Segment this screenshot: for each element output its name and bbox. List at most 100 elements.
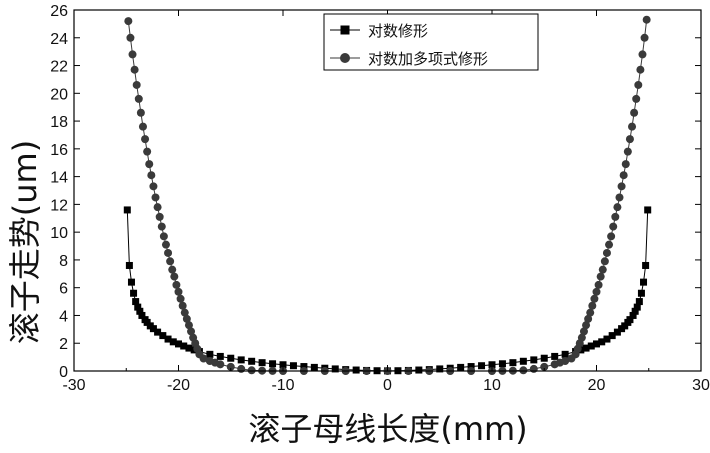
data-point bbox=[141, 135, 149, 143]
data-point bbox=[611, 213, 619, 221]
data-point bbox=[478, 362, 485, 369]
data-point bbox=[290, 362, 297, 369]
x-axis-title: 滚子母线长度(mm) bbox=[248, 410, 527, 448]
data-point bbox=[638, 290, 645, 297]
data-point bbox=[168, 266, 176, 274]
data-point bbox=[353, 367, 360, 374]
data-point bbox=[227, 355, 234, 362]
data-point bbox=[124, 206, 131, 213]
data-point bbox=[147, 171, 155, 179]
data-point bbox=[620, 171, 628, 179]
y-tick-label: 16 bbox=[50, 142, 68, 159]
data-point bbox=[137, 109, 145, 117]
x-tick-label: 30 bbox=[692, 377, 710, 394]
data-point bbox=[216, 360, 224, 368]
data-point bbox=[603, 249, 611, 257]
data-point bbox=[562, 351, 569, 358]
data-point bbox=[139, 123, 147, 131]
y-tick-label: 20 bbox=[50, 86, 68, 103]
data-point bbox=[152, 193, 160, 201]
data-point bbox=[238, 356, 245, 363]
data-point bbox=[530, 365, 538, 373]
data-point bbox=[131, 66, 139, 74]
data-point bbox=[601, 257, 609, 265]
data-point bbox=[162, 241, 170, 249]
data-point bbox=[641, 34, 649, 42]
data-point bbox=[217, 353, 224, 360]
data-point bbox=[128, 279, 135, 286]
data-point bbox=[541, 355, 548, 362]
y-tick-label: 26 bbox=[50, 3, 68, 20]
data-point bbox=[126, 262, 133, 269]
y-tick-label: 0 bbox=[59, 364, 68, 381]
data-point bbox=[590, 295, 598, 303]
data-point bbox=[179, 302, 187, 310]
y-tick-label: 4 bbox=[59, 308, 68, 325]
y-tick-label: 6 bbox=[59, 281, 68, 298]
data-point bbox=[248, 366, 256, 374]
data-point bbox=[630, 109, 638, 117]
x-tick-label: -20 bbox=[167, 377, 190, 394]
legend-circle-marker bbox=[340, 53, 350, 63]
y-tick-label: 2 bbox=[59, 336, 68, 353]
y-tick-label: 10 bbox=[50, 225, 68, 242]
data-point bbox=[595, 281, 603, 289]
data-point bbox=[164, 249, 172, 257]
data-point bbox=[457, 364, 464, 371]
legend: 对数修形 对数加多项式修形 bbox=[324, 14, 538, 70]
data-point bbox=[499, 360, 506, 367]
data-point bbox=[642, 262, 649, 269]
y-tick-label: 14 bbox=[50, 170, 68, 187]
data-point bbox=[160, 232, 168, 240]
data-point bbox=[129, 50, 137, 58]
data-point bbox=[640, 279, 647, 286]
data-point bbox=[124, 17, 132, 25]
data-point bbox=[632, 95, 640, 103]
y-tick-label: 24 bbox=[50, 31, 68, 48]
data-point bbox=[605, 241, 613, 249]
y-tick-label: 22 bbox=[50, 59, 68, 76]
legend-label-series-2: 对数加多项式修形 bbox=[368, 50, 488, 68]
data-point bbox=[644, 206, 651, 213]
data-point bbox=[311, 364, 318, 371]
data-point bbox=[636, 66, 644, 74]
y-axis-title: 滚子走势(um) bbox=[6, 140, 44, 344]
data-point bbox=[551, 353, 558, 360]
data-point bbox=[609, 223, 617, 231]
data-point bbox=[613, 203, 621, 211]
data-point bbox=[158, 223, 166, 231]
data-point bbox=[154, 203, 162, 211]
data-point bbox=[149, 182, 157, 190]
x-tick-label: 0 bbox=[383, 377, 392, 394]
data-point bbox=[415, 367, 422, 374]
data-point bbox=[638, 50, 646, 58]
data-point bbox=[135, 95, 143, 103]
data-point bbox=[170, 273, 178, 281]
data-point bbox=[626, 135, 634, 143]
data-point bbox=[130, 290, 137, 297]
data-point bbox=[634, 81, 642, 89]
legend-label-series-1: 对数修形 bbox=[368, 22, 428, 40]
data-point bbox=[624, 148, 632, 156]
data-point bbox=[156, 213, 164, 221]
data-point bbox=[628, 123, 636, 131]
data-point bbox=[172, 281, 180, 289]
data-point bbox=[259, 359, 266, 366]
data-point bbox=[643, 16, 651, 24]
data-point bbox=[622, 160, 630, 168]
data-point bbox=[588, 302, 596, 310]
data-point bbox=[248, 358, 255, 365]
data-point bbox=[206, 351, 213, 358]
y-tick-label: 8 bbox=[59, 253, 68, 270]
data-point bbox=[530, 356, 537, 363]
y-tick-label: 18 bbox=[50, 114, 68, 131]
data-point bbox=[145, 160, 153, 168]
data-point bbox=[607, 232, 615, 240]
data-point bbox=[133, 81, 141, 89]
data-point bbox=[520, 358, 527, 365]
data-point bbox=[177, 295, 185, 303]
data-point bbox=[175, 288, 183, 296]
data-point bbox=[636, 298, 643, 305]
legend-square-marker bbox=[341, 26, 350, 35]
